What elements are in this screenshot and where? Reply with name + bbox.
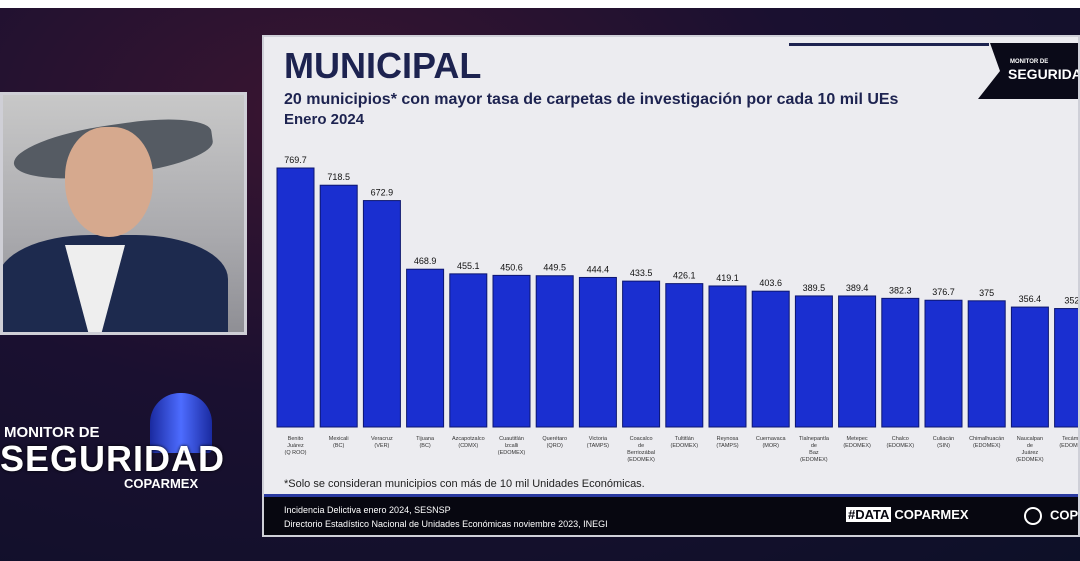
logo-line1: MONITOR DE [4,424,100,441]
brand-big: SEGURIDAD [1008,66,1078,82]
data-label: 356.4 [1019,294,1042,304]
data-label: 352. [1064,296,1080,306]
slide-subtitle: 20 municipios* con mayor tasa de carpeta… [284,91,899,108]
coparmex-icon [1024,507,1042,525]
bar [449,273,488,428]
data-label: 376.7 [932,287,955,297]
bar [406,268,445,428]
bar [924,299,963,428]
data-coparmex-logo: #DATA COPARMEX [846,507,969,522]
footnote: *Solo se consideran municipios con más d… [284,478,645,490]
presentation-slide: MUNICIPAL 20 municipios* con mayor tasa … [262,35,1080,537]
x-tick-label: Naucalpan de Juárez (EDOMEX) [1016,436,1044,463]
top-bar [0,0,1080,8]
data-label: 769.7 [284,155,307,165]
x-tick-label: Azcapotzalco (CDMX) [452,436,485,449]
bar [708,285,747,428]
x-tick-label: Cuernavaca (MOR) [756,436,787,449]
monitor-seguridad-logo: MONITOR DE SEGURIDAD COPARMEX [0,388,240,498]
x-tick-label: Chimalhuacán (EDOMEX) [969,436,1004,449]
brand-badge: MONITOR DE SEGURIDAD [978,43,1078,99]
data-label: 403.6 [759,278,782,288]
data-hash: #DATA [846,507,892,522]
bar [319,184,358,428]
data-label: 450.6 [500,262,523,272]
cop-text: COP [1050,507,1079,523]
x-tick-label: Tecámac(EDOMEX) [1059,436,1080,449]
bar [578,276,617,428]
x-tick-label: Benito Juárez (Q ROO) [285,436,307,456]
x-tick-label: Querétaro (QRO) [542,436,567,449]
data-label: 444.4 [587,264,610,274]
bar [751,290,790,428]
bar [967,300,1006,428]
data-label: 389.4 [846,283,869,293]
source-2: Directorio Estadístico Nacional de Unida… [284,519,608,529]
data-label: 389.5 [803,283,826,293]
bar [622,280,661,428]
footer: Incidencia Delictiva enero 2024, SESNSP … [264,494,1078,535]
source-1: Incidencia Delictiva enero 2024, SESNSP [284,505,451,515]
x-tick-label: Metepec (EDOMEX) [843,436,871,449]
bar [362,200,401,428]
data-label: 382.3 [889,285,912,295]
x-tick-label: Culiacán (SIN) [933,436,954,449]
x-tick-label: Cuautitlán Izcalli (EDOMEX) [498,436,526,456]
x-tick-label: Mexicali (BC) [329,436,349,449]
webcam-video [0,92,247,335]
x-tick-label: Reynosa (TAMPS) [716,436,739,449]
slide-title: MUNICIPAL [284,45,482,86]
data-label: 375 [979,288,994,298]
bar [1054,308,1078,428]
logo-line2: SEGURIDAD [0,438,226,479]
data-label: 419.1 [716,273,739,283]
bar [492,274,531,428]
slide-date: Enero 2024 [284,111,365,128]
x-tick-label: Tijuana (BC) [416,436,435,449]
bar [665,283,704,428]
bar [838,295,877,428]
bar [794,295,833,428]
data-label: 455.1 [457,261,480,271]
bar [1010,306,1049,428]
coparmex-logo: COP [1024,507,1078,525]
presenter-head [65,127,153,237]
brand-small: MONITOR DE [1010,59,1049,65]
x-tick-label: Victoria (TAMPS) [587,436,609,449]
bar [881,297,920,428]
x-tick-label: Chalco (EDOMEX) [887,436,915,449]
bar [535,275,574,428]
x-tick-label: Veracruz (VER) [371,436,393,449]
data-label: 718.5 [327,172,350,182]
data-brand: COPARMEX [894,507,969,522]
data-label: 672.9 [371,188,394,198]
x-tick-label: Tlalnepantla de Baz (EDOMEX) [799,436,830,463]
header-stripe [789,43,989,46]
logo-line3: COPARMEX [124,476,199,491]
x-tick-label: Tultitlán (EDOMEX) [671,436,699,449]
bar [276,167,315,428]
siren-icon [150,393,212,453]
data-label: 449.5 [543,263,566,273]
data-label: 433.5 [630,268,653,278]
x-tick-label: Coacalco de Berriozábal (EDOMEX) [627,436,655,463]
bar-chart: 769.7 Benito Juárez (Q ROO) 718.5 Mexicali (BC… [276,155,1080,463]
data-label: 426.1 [673,271,696,281]
data-label: 468.9 [414,256,437,266]
